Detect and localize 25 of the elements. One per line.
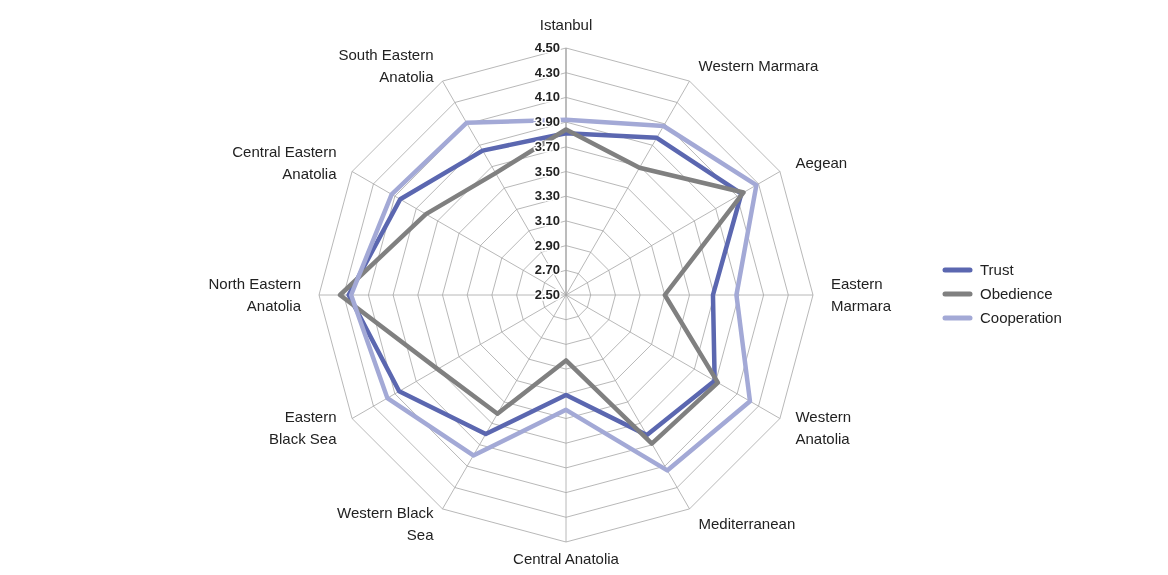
spoke-label: Istanbul — [539, 16, 593, 33]
spoke-label: Central Eastern Anatolia — [232, 142, 338, 182]
legend-label: Obedience — [980, 285, 1053, 302]
y-tick-label: 2.90 — [534, 237, 560, 253]
legend-label: Cooperation — [980, 309, 1062, 326]
spoke-label: Western Anatolia — [795, 407, 852, 447]
spoke-label: Eastern Black Sea — [268, 407, 338, 447]
y-tick-label: 2.50 — [534, 287, 560, 302]
spoke-label: North Eastern Anatolia — [208, 275, 302, 314]
y-tick-label: 4.10 — [534, 89, 560, 105]
y-tick-label: 3.90 — [534, 114, 560, 130]
spoke-label: Aegean — [795, 153, 848, 171]
y-tick-label: 3.10 — [534, 212, 560, 228]
spoke-label: Mediterranean — [698, 515, 796, 533]
y-tick-label: 3.30 — [534, 188, 560, 204]
spoke-label: South Eastern Anatolia — [338, 45, 435, 85]
legend-label: Trust — [980, 261, 1015, 278]
y-tick-label: 4.50 — [534, 40, 560, 55]
spoke-label: Central Anatolia — [513, 550, 620, 567]
spoke-label: Western Black Sea — [337, 504, 435, 544]
spoke-label: Eastern Marmara — [831, 275, 892, 314]
y-tick-label: 3.50 — [534, 163, 560, 179]
y-tick-label: 2.70 — [534, 262, 560, 278]
spoke-label: Western Marmara — [698, 56, 819, 74]
y-tick-label: 4.30 — [534, 64, 560, 80]
